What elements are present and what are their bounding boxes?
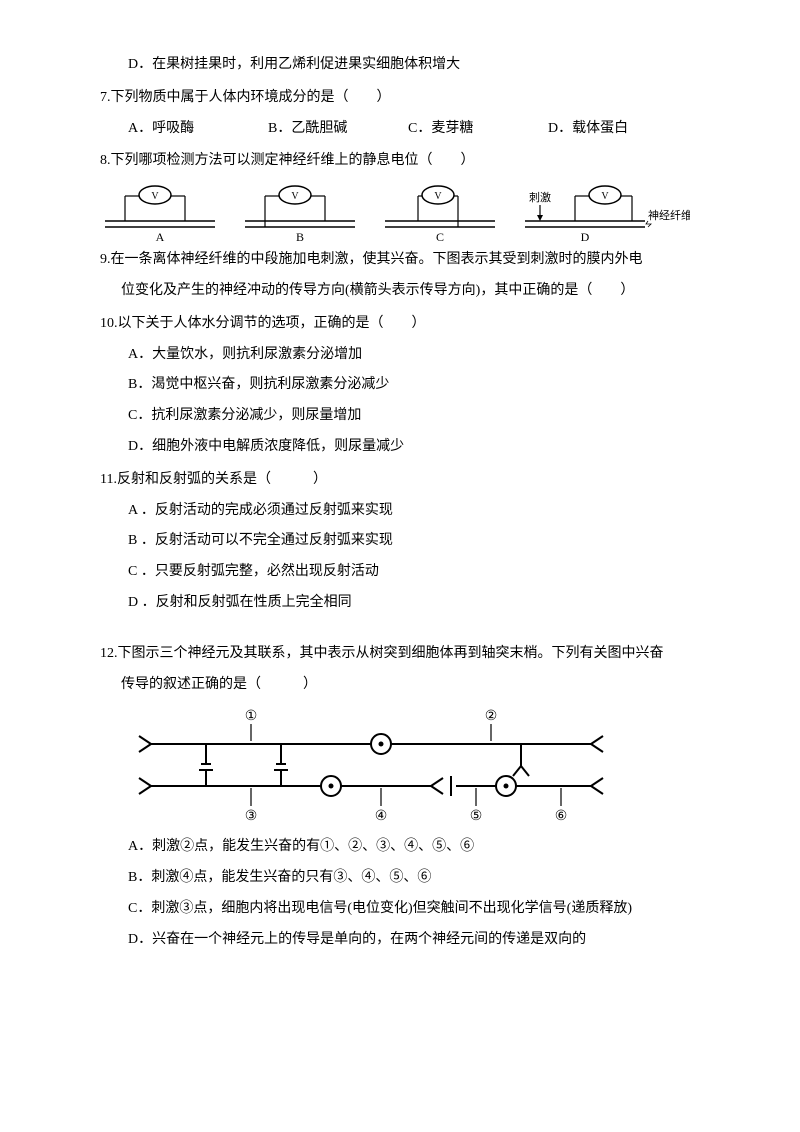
q10-opt-d: D．细胞外液中电解质浓度降低，则尿量减少	[100, 432, 720, 463]
q12-line2: 传导的叙述正确的是（ ）	[100, 670, 720, 701]
question-9: 9.在一条离体神经纤维的中段施加电刺激，使其兴奋。下图表示其受到刺激时的膜内外电…	[100, 245, 720, 307]
q12-figure: ① ②	[100, 706, 720, 826]
q8-panel-b: V B	[240, 183, 360, 243]
spacer	[100, 619, 720, 637]
svg-text:V: V	[601, 191, 609, 202]
q7-opt-a: A．呼吸酶	[128, 114, 268, 145]
svg-text:②: ②	[485, 709, 498, 724]
q11-opt-a: A ．反射活动的完成必须通过反射弧来实现	[100, 496, 720, 527]
q12-opt-c: C．刺激③点，细胞内将出现电信号(电位变化)但突触间不出现化学信号(递质释放)	[100, 894, 720, 925]
q7-opt-b: B．乙酰胆碱	[268, 114, 408, 145]
q8-panel-c: V C	[380, 183, 500, 243]
svg-text:D: D	[581, 230, 590, 243]
question-11: 11.反射和反射弧的关系是（ ） A ．反射活动的完成必须通过反射弧来实现 B …	[100, 465, 720, 619]
q12-opt-a: A．刺激②点，能发生兴奋的有①、②、③、④、⑤、⑥	[100, 832, 720, 863]
svg-text:V: V	[151, 191, 159, 202]
question-8: 8.下列哪项检测方法可以测定神经纤维上的静息电位（ ） V A V	[100, 146, 720, 243]
svg-text:A: A	[156, 230, 165, 243]
q7-opt-d: D．载体蛋白	[548, 114, 628, 145]
svg-text:神经纤维: 神经纤维	[648, 208, 690, 222]
svg-text:⑥: ⑥	[555, 809, 568, 824]
q11-stem: 11.反射和反射弧的关系是（ ）	[100, 465, 720, 496]
svg-text:①: ①	[245, 709, 258, 724]
q12-line1: 12.下图示三个神经元及其联系，其中表示从树突到细胞体再到轴突末梢。下列有关图中…	[100, 639, 720, 670]
q9-line2: 位变化及产生的神经冲动的传导方向(横箭头表示传导方向)，其中正确的是（ ）	[100, 276, 720, 307]
q8-panel-d: 刺激 V 神经纤维 D	[520, 183, 690, 243]
q10-stem: 10.以下关于人体水分调节的选项，正确的是（ ）	[100, 309, 720, 340]
svg-text:⑤: ⑤	[470, 809, 483, 824]
prev-option-d: D．在果树挂果时，利用乙烯利促进果实细胞体积增大	[100, 50, 720, 81]
q9-line1: 9.在一条离体神经纤维的中段施加电刺激，使其兴奋。下图表示其受到刺激时的膜内外电	[100, 245, 720, 276]
q11-opt-c: C ．只要反射弧完整，必然出现反射活动	[100, 557, 720, 588]
q10-opt-a: A．大量饮水，则抗利尿激素分泌增加	[100, 340, 720, 371]
q12-opt-d: D．兴奋在一个神经元上的传导是单向的，在两个神经元间的传递是双向的	[100, 925, 720, 956]
q8-stem: 8.下列哪项检测方法可以测定神经纤维上的静息电位（ ）	[100, 146, 720, 177]
q8-figure: V A V B	[100, 183, 720, 243]
q10-opt-c: C．抗利尿激素分泌减少，则尿量增加	[100, 401, 720, 432]
q11-opt-b: B ．反射活动可以不完全通过反射弧来实现	[100, 526, 720, 557]
svg-text:V: V	[291, 191, 299, 202]
question-10: 10.以下关于人体水分调节的选项，正确的是（ ） A．大量饮水，则抗利尿激素分泌…	[100, 309, 720, 463]
exam-page: D．在果树挂果时，利用乙烯利促进果实细胞体积增大 7.下列物质中属于人体内环境成…	[0, 0, 800, 1006]
question-12: 12.下图示三个神经元及其联系，其中表示从树突到细胞体再到轴突末梢。下列有关图中…	[100, 639, 720, 956]
q12-opt-b: B．刺激④点，能发生兴奋的只有③、④、⑤、⑥	[100, 863, 720, 894]
q8-panel-a: V A	[100, 183, 220, 243]
q7-stem: 7.下列物质中属于人体内环境成分的是（ ）	[100, 83, 720, 114]
svg-text:C: C	[436, 230, 444, 243]
svg-text:V: V	[434, 191, 442, 202]
svg-text:③: ③	[245, 809, 258, 824]
svg-text:④: ④	[375, 809, 388, 824]
svg-text:刺激: 刺激	[529, 190, 551, 204]
svg-text:B: B	[296, 230, 304, 243]
q7-opt-c: C．麦芽糖	[408, 114, 548, 145]
q7-options: A．呼吸酶 B．乙酰胆碱 C．麦芽糖 D．载体蛋白	[100, 114, 720, 145]
q10-opt-b: B．渴觉中枢兴奋，则抗利尿激素分泌减少	[100, 370, 720, 401]
question-7: 7.下列物质中属于人体内环境成分的是（ ） A．呼吸酶 B．乙酰胆碱 C．麦芽糖…	[100, 83, 720, 145]
q11-opt-d: D ．反射和反射弧在性质上完全相同	[100, 588, 720, 619]
